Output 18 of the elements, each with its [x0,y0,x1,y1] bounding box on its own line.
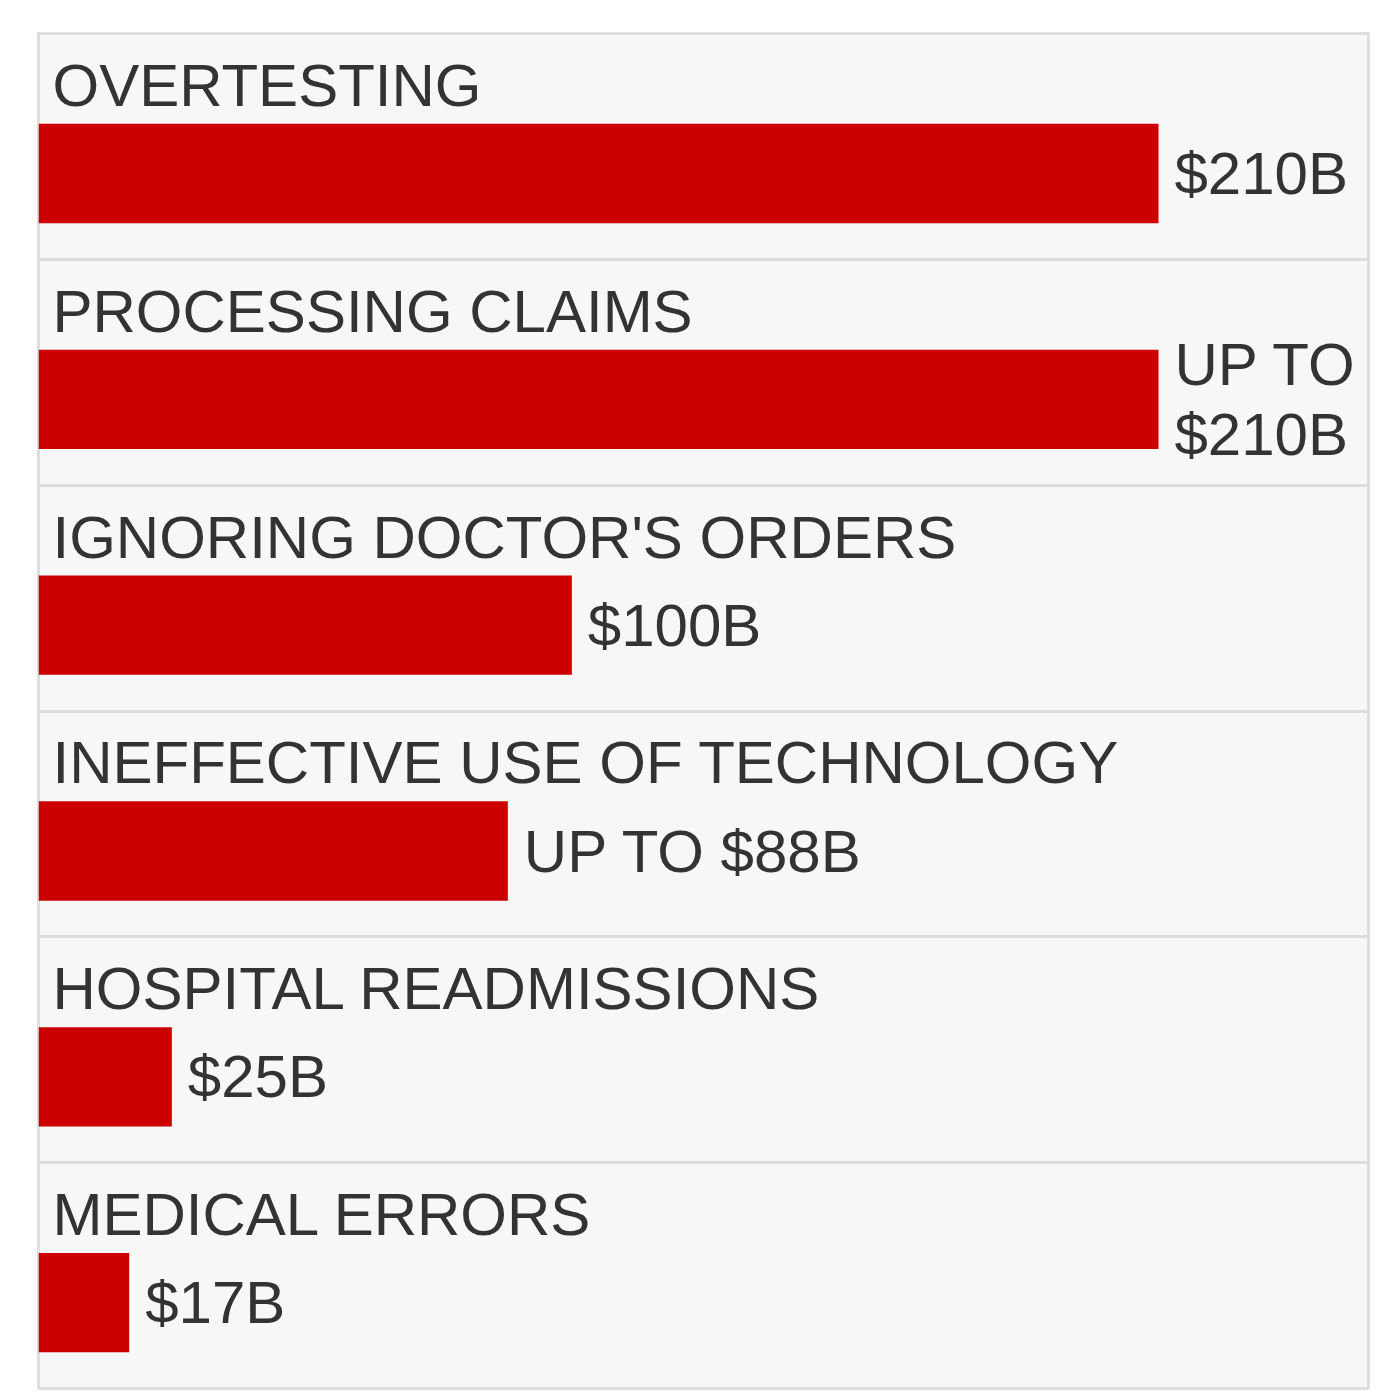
data-label: UP TO $210B [1174,330,1355,469]
y-tick-label: INEFFECTIVE USE OF TECHNOLOGY [52,729,1119,797]
bar [38,575,572,675]
y-tick-label: HOSPITAL READMISSIONS [52,955,820,1023]
bar [38,123,1159,224]
bar [38,801,508,901]
data-label: $100B [587,591,762,659]
bar [38,349,1159,450]
y-tick-label: PROCESSING CLAIMS [52,277,693,345]
data-label: UP TO $88B [523,817,861,885]
bar [38,1027,172,1127]
y-tick-label: MEDICAL ERRORS [52,1181,591,1249]
data-label: $17B [145,1269,286,1337]
bar [38,1253,130,1353]
data-label: $25B [187,1043,328,1111]
data-label: $210B [1174,140,1348,208]
y-tick-label: IGNORING DOCTOR'S ORDERS [52,503,957,571]
y-tick-label: OVERTESTING [52,51,482,119]
